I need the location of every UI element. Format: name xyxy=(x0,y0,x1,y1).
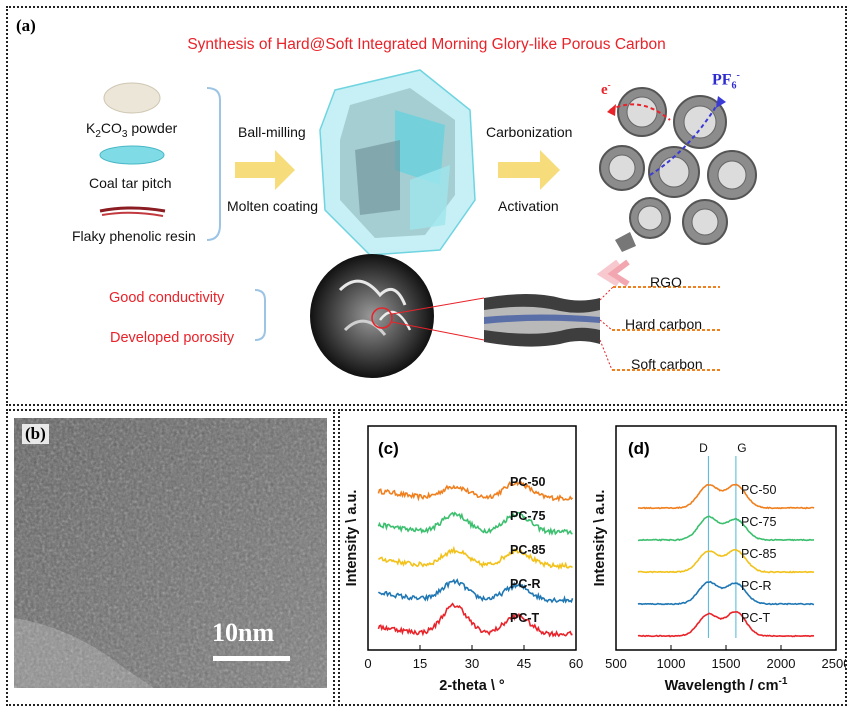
activation-label: Activation xyxy=(498,198,559,214)
band-label: D xyxy=(699,441,708,455)
x-tick-label: 45 xyxy=(517,656,531,671)
raman-chart: 500 1000 1500 2000 2500 Wavelength / cm-1 Inte… xyxy=(592,425,846,694)
layer-structure-icon xyxy=(484,294,600,347)
arrow-1-icon xyxy=(235,150,295,190)
x-tick-label: 60 xyxy=(569,656,583,671)
x-tick-label: 1000 xyxy=(657,656,686,671)
x-tick-label: 30 xyxy=(465,656,479,671)
anion-label: PF6- xyxy=(712,70,740,92)
series-line-pc-85 xyxy=(378,545,573,571)
series-line-pc-t xyxy=(637,611,815,638)
chevron-down-left-icon xyxy=(596,259,630,287)
soft-carbon-label: Soft carbon xyxy=(631,356,703,372)
series-label-pc-t: PC-T xyxy=(741,611,771,625)
x-tick-label: 0 xyxy=(364,656,371,671)
tem-image xyxy=(14,418,327,688)
scale-bar-label: 10nm xyxy=(212,618,275,647)
panel-a-graphics xyxy=(99,69,757,378)
panel-a-title: Synthesis of Hard@Soft Integrated Mornin… xyxy=(187,36,666,53)
hard-carbon-label: Hard carbon xyxy=(625,316,703,332)
xrd-chart: 0 15 30 45 60 2-theta \ ° Intensity \ a.u. PC-5… xyxy=(344,425,583,694)
resin-icon xyxy=(99,206,166,217)
powder-icon xyxy=(103,82,161,114)
pitch-icon xyxy=(99,145,165,165)
panel-a-label: (a) xyxy=(16,16,36,35)
series-label-pc-85: PC-85 xyxy=(741,547,776,561)
x-tick-label: 500 xyxy=(605,656,627,671)
x-axis-label: Wavelength / cm-1 xyxy=(665,676,788,694)
series-line-pc-50 xyxy=(637,483,815,510)
arrow-2-icon xyxy=(498,150,560,190)
series-line-pc-75 xyxy=(637,515,814,542)
molten-coating-label: Molten coating xyxy=(227,198,319,214)
series-label-pc-50: PC-50 xyxy=(741,483,776,497)
sem-image-circle xyxy=(310,254,485,378)
composite-crystal-icon xyxy=(319,69,476,256)
panel-b-frame xyxy=(6,409,335,706)
series-line-pc-75 xyxy=(377,511,573,536)
layer-leader-lines xyxy=(599,286,720,371)
band-label: G xyxy=(737,441,746,455)
series-line-pc-r xyxy=(377,578,574,604)
material-pitch-label: Coal tar pitch xyxy=(89,175,172,191)
series-line-pc-50 xyxy=(377,478,574,503)
materials-bracket xyxy=(206,87,221,241)
x-axis-label: 2-theta \ ° xyxy=(439,678,505,694)
panel-cd-frame xyxy=(338,409,847,706)
material-resin-label: Flaky phenolic resin xyxy=(72,228,196,244)
panel-b-label: (b) xyxy=(22,424,49,444)
series-label-pc-r: PC-R xyxy=(741,579,772,593)
series-label-pc-t: PC-T xyxy=(510,611,540,625)
series-label-pc-50: PC-50 xyxy=(510,475,545,489)
plot-frame xyxy=(367,425,577,651)
series-label-pc-r: PC-R xyxy=(510,577,541,591)
carbonization-label: Carbonization xyxy=(486,124,573,140)
material-k2co3-label: K2CO3 powder xyxy=(86,120,178,140)
x-tick-label: 1500 xyxy=(712,656,741,671)
x-tick-label: 2000 xyxy=(767,656,796,671)
good-conductivity-label: Good conductivity xyxy=(109,290,225,306)
y-axis-label: Intensity \ a.u. xyxy=(592,490,608,587)
panel-a-frame xyxy=(6,6,847,406)
x-tick-label: 2500 xyxy=(822,656,846,671)
series-label-pc-75: PC-75 xyxy=(741,515,776,529)
panel-d-label: (d) xyxy=(628,439,650,458)
series-line-pc-r xyxy=(637,580,815,606)
x-tick-label: 15 xyxy=(413,656,427,671)
series-line-pc-85 xyxy=(637,548,814,574)
series-label-pc-85: PC-85 xyxy=(510,543,545,557)
series-label-pc-75: PC-75 xyxy=(510,509,545,523)
rgo-label: RGO xyxy=(650,274,682,290)
scale-bar xyxy=(213,656,290,661)
porous-carbon-tubes-icon xyxy=(599,87,757,252)
panel-c-label: (c) xyxy=(378,439,399,458)
ball-milling-label: Ball-milling xyxy=(238,124,306,140)
y-axis-label: Intensity \ a.u. xyxy=(344,490,360,587)
series-line-pc-t xyxy=(377,602,573,638)
electron-label: e- xyxy=(601,80,611,98)
properties-bracket xyxy=(254,289,266,341)
developed-porosity-label: Developed porosity xyxy=(110,330,235,346)
